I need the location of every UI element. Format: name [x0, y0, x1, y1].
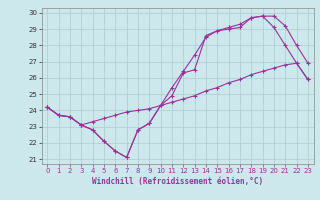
X-axis label: Windchill (Refroidissement éolien,°C): Windchill (Refroidissement éolien,°C)	[92, 177, 263, 186]
